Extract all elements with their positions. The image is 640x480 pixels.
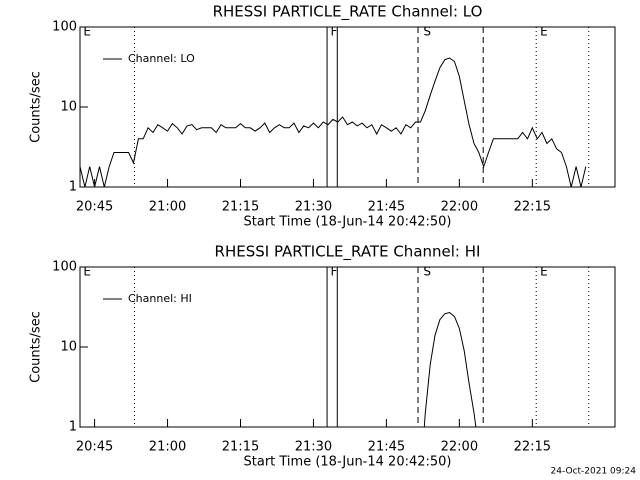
footer-date: 24-Oct-2021 09:24 [551,467,637,477]
flag-label: S [423,265,431,279]
x-tick-label: 22:15 [514,200,551,215]
flag-label: E [83,25,91,39]
y-axis-label: Counts/sec [29,311,44,383]
flag-label: F [330,25,337,39]
data-line [423,311,477,428]
x-tick-label: 21:45 [368,440,405,455]
legend-label: Channel: HI [128,292,192,305]
y-tick-label: 10 [60,100,77,115]
y-tick-label: 1 [69,180,77,195]
x-axis-label: Start Time (18-Jun-14 20:42:50) [244,455,452,470]
flag-label: E [540,25,548,39]
legend-label: Channel: LO [128,52,195,65]
x-axis-label: Start Time (18-Jun-14 20:42:50) [244,215,452,230]
y-tick-label: 100 [52,260,77,275]
plot-frame [79,26,616,188]
x-tick-label: 20:45 [76,200,113,215]
x-tick-label: 21:00 [149,200,186,215]
x-tick-label: 21:30 [295,440,332,455]
flag-label: F [330,265,337,279]
chart-title: RHESSI PARTICLE_RATE Channel: LO [213,3,483,22]
x-tick-label: 21:15 [222,440,259,455]
flag-label: S [423,25,431,39]
y-axis-label: Counts/sec [29,71,44,143]
plot-frame [79,266,616,428]
x-tick-label: 21:00 [149,440,186,455]
x-tick-label: 21:45 [368,200,405,215]
x-tick-label: 20:45 [76,440,113,455]
chart-title: RHESSI PARTICLE_RATE Channel: HI [215,243,481,262]
flag-label: E [83,265,91,279]
x-tick-label: 21:30 [295,200,332,215]
y-tick-label: 1 [69,420,77,435]
x-tick-label: 21:15 [222,200,259,215]
x-tick-label: 22:15 [514,440,551,455]
y-tick-label: 10 [60,340,77,355]
x-tick-label: 22:00 [441,440,478,455]
x-tick-label: 22:00 [441,200,478,215]
data-line [79,57,587,188]
flag-label: E [540,265,548,279]
y-tick-label: 100 [52,20,77,35]
